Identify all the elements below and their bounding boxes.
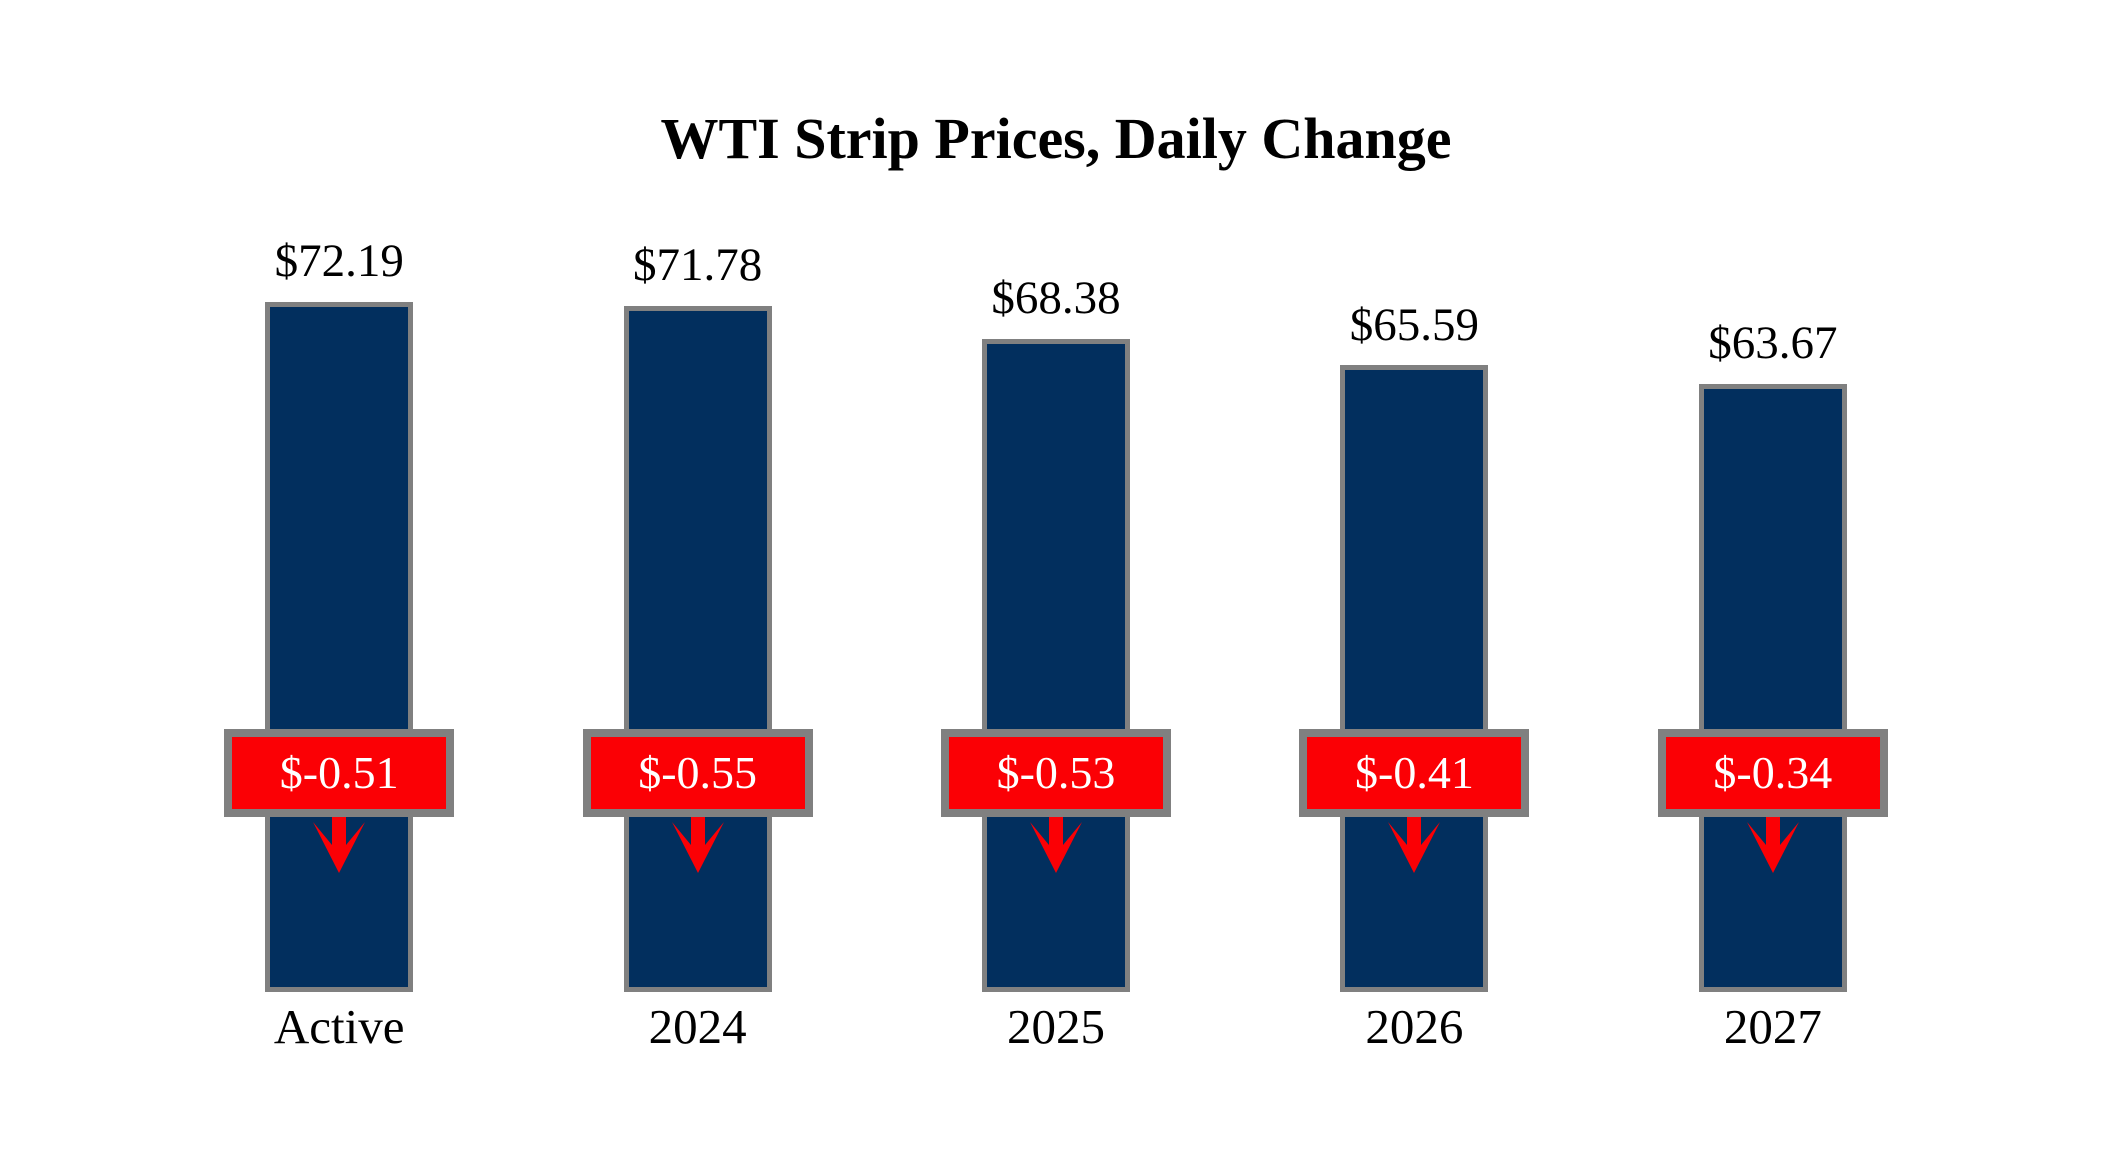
price-label: $71.78 bbox=[632, 239, 763, 292]
bar bbox=[265, 302, 414, 992]
bar bbox=[982, 338, 1131, 992]
bar-group-2024: $71.78 $-0.55 2024 bbox=[518, 0, 876, 1152]
down-arrow-icon bbox=[671, 817, 724, 873]
bar bbox=[1340, 365, 1489, 992]
daily-change-badge: $-0.53 bbox=[941, 729, 1172, 817]
daily-change-value: $-0.41 bbox=[1355, 747, 1474, 798]
down-arrow-icon bbox=[1746, 817, 1799, 873]
price-label: $68.38 bbox=[991, 271, 1121, 324]
bar-group-2027: $63.67 $-0.34 2027 bbox=[1594, 0, 1952, 1152]
daily-change-badge: $-0.41 bbox=[1299, 729, 1530, 817]
price-label: $63.67 bbox=[1708, 316, 1838, 369]
price-label: $72.19 bbox=[274, 235, 404, 288]
price-label: $65.59 bbox=[1349, 298, 1480, 351]
daily-change-badge: $-0.34 bbox=[1657, 729, 1888, 817]
daily-change-value: $-0.53 bbox=[996, 747, 1116, 798]
category-label: 2027 bbox=[1723, 999, 1822, 1054]
bar-group-active: $72.19 $-0.51 Active bbox=[160, 0, 518, 1152]
bar bbox=[623, 306, 772, 992]
category-label: Active bbox=[273, 999, 405, 1054]
bar-group-2025: $68.38 $-0.53 2025 bbox=[877, 0, 1235, 1152]
daily-change-value: $-0.55 bbox=[638, 747, 758, 798]
daily-change-badge: $-0.55 bbox=[582, 729, 813, 817]
daily-change-value: $-0.51 bbox=[279, 747, 399, 798]
category-label: 2026 bbox=[1365, 999, 1464, 1054]
plot-area: $72.19 $-0.51 Active $71.78 $-0.55 2024 … bbox=[160, 0, 1952, 1152]
daily-change-badge: $-0.51 bbox=[224, 729, 455, 817]
category-label: 2025 bbox=[1007, 999, 1106, 1054]
down-arrow-icon bbox=[1388, 817, 1441, 873]
bar-group-2026: $65.59 $-0.41 2026 bbox=[1235, 0, 1593, 1152]
bar bbox=[1698, 383, 1847, 992]
chart-title: WTI Strip Prices, Daily Change bbox=[660, 106, 1452, 171]
down-arrow-icon bbox=[1030, 817, 1083, 873]
down-arrow-icon bbox=[313, 817, 366, 873]
category-label: 2024 bbox=[648, 999, 747, 1054]
daily-change-value: $-0.34 bbox=[1713, 747, 1833, 798]
